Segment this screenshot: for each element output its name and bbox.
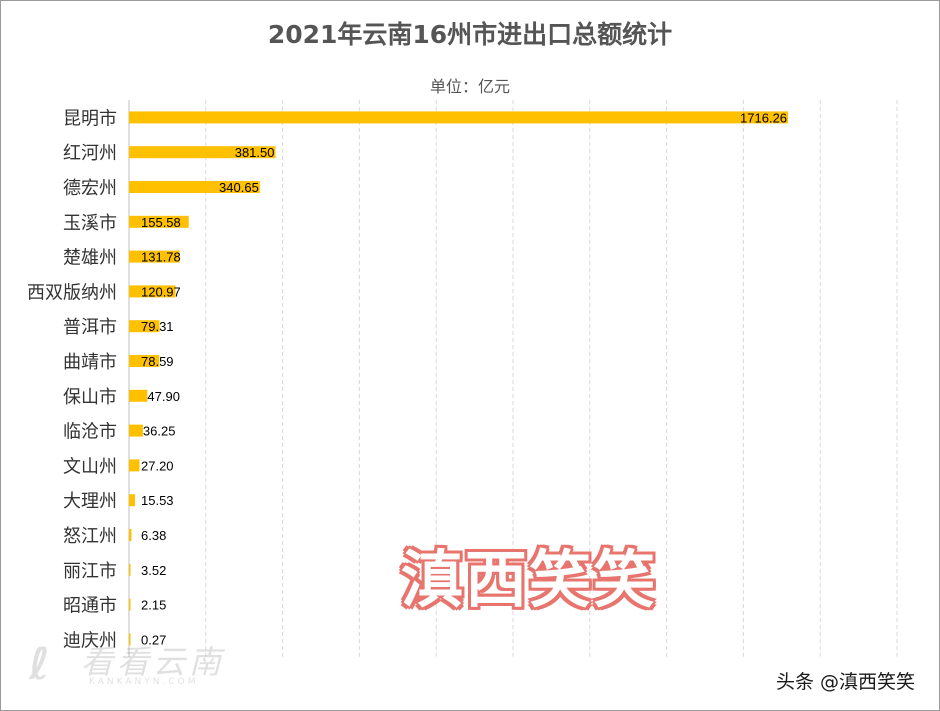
bar: [129, 285, 176, 298]
bar: [129, 111, 789, 124]
bar: [129, 633, 131, 646]
bar: [129, 250, 180, 263]
category-label: 怒江州: [63, 526, 117, 547]
bar: [129, 563, 131, 576]
site-logo: ℓ 看看云南 KANKANYN.COM: [29, 633, 229, 693]
value-label: 1716.26: [740, 110, 787, 125]
category-label: 迪庆州: [63, 630, 117, 651]
value-label: 340.65: [219, 180, 259, 195]
chart-title: 2021年云南16州市进出口总额统计: [267, 20, 673, 49]
category-label: 丽江市: [63, 561, 117, 582]
value-label: 131.78: [141, 250, 181, 265]
logo-mark-icon: ℓ: [29, 639, 50, 690]
author-watermark: 滇西笑笑: [401, 543, 658, 616]
category-label: 楚雄州: [63, 248, 117, 269]
category-label: 红河州: [63, 143, 117, 164]
logo-name: 看看云南: [81, 643, 226, 681]
value-label: 6.38: [141, 528, 166, 543]
value-label: 0.27: [141, 632, 166, 647]
category-label: 大理州: [63, 491, 117, 512]
value-label: 3.52: [141, 563, 166, 578]
value-label: 36.25: [143, 424, 176, 439]
category-label: 昭通市: [63, 596, 117, 617]
bar: [129, 389, 148, 402]
bar: [129, 181, 260, 193]
bar: [129, 355, 160, 367]
category-label: 临沧市: [63, 422, 117, 443]
value-label: 78.59: [141, 354, 174, 369]
value-label: 2.15: [141, 598, 166, 613]
bar: [129, 320, 160, 333]
category-label: 玉溪市: [63, 213, 117, 234]
unit-label: 单位：亿元: [429, 77, 510, 96]
category-label: 文山州: [63, 456, 117, 477]
category-label: 昆明市: [63, 108, 117, 129]
platform-watermark: 头条 @滇西笑笑: [775, 671, 915, 693]
bar: [129, 598, 131, 611]
bar: [129, 494, 135, 507]
logo-subtext: KANKANYN.COM: [89, 677, 199, 687]
category-label: 西双版纳州: [27, 282, 117, 303]
value-label: 47.90: [147, 389, 180, 404]
category-label: 曲靖市: [63, 352, 117, 373]
bar: [129, 215, 189, 228]
value-label: 381.50: [235, 145, 275, 160]
bar: [129, 424, 143, 437]
bar: [129, 459, 140, 472]
value-label: 79.31: [141, 319, 174, 334]
bar: [129, 146, 276, 159]
category-label: 保山市: [63, 387, 117, 408]
category-label: 普洱市: [63, 317, 117, 338]
value-label: 15.53: [141, 493, 174, 508]
value-label: 27.20: [141, 458, 174, 473]
bar: [129, 529, 132, 541]
category-label: 德宏州: [63, 178, 117, 199]
value-label: 120.97: [141, 284, 181, 299]
value-label: 155.58: [141, 215, 181, 230]
